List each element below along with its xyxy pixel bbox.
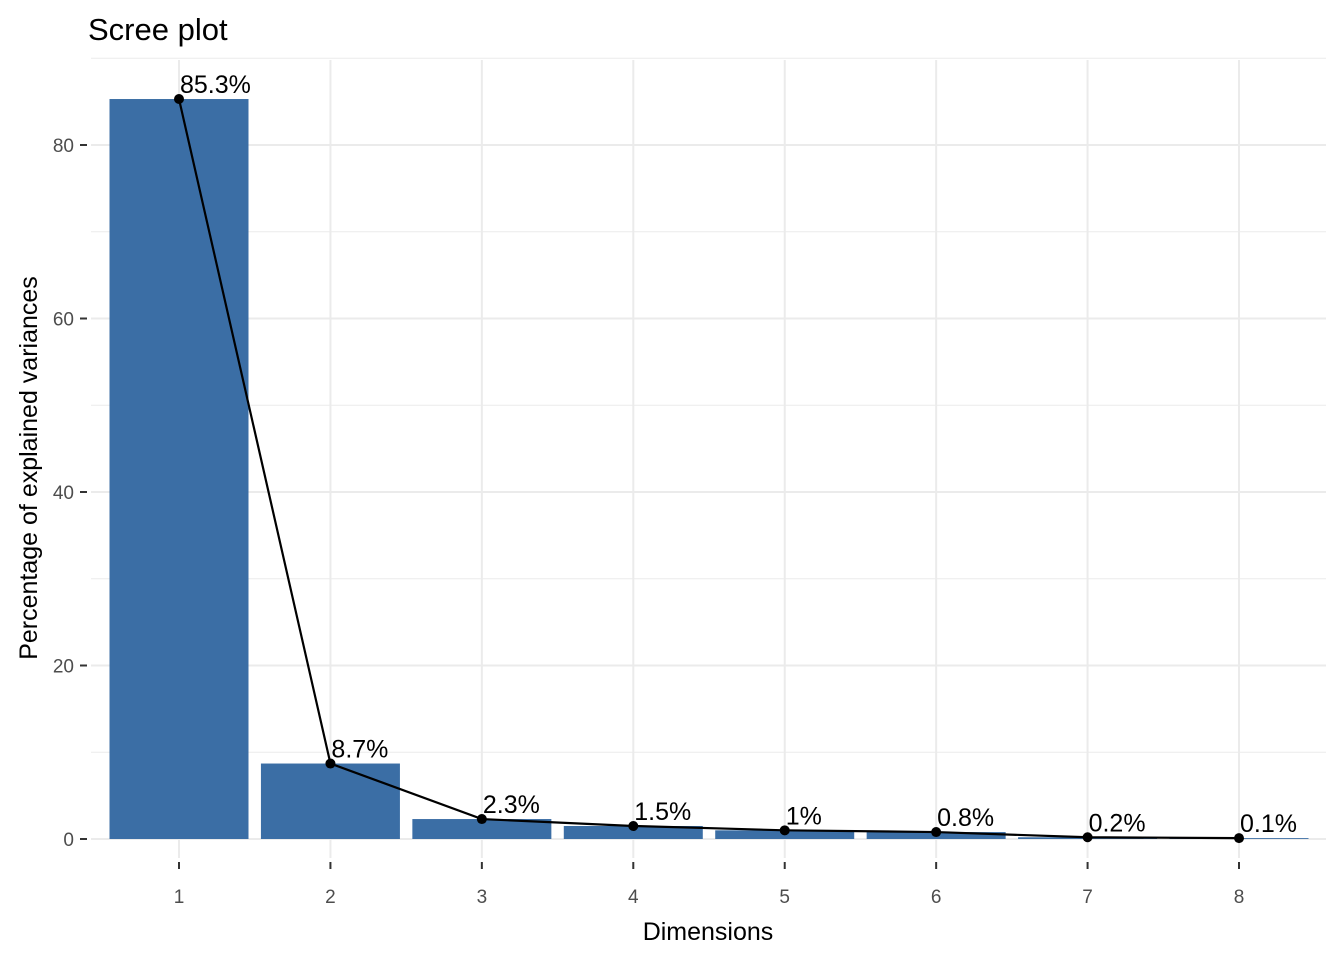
variance-point-2 <box>325 758 336 769</box>
x-tick-label: 2 <box>325 887 336 908</box>
x-tick-label: 1 <box>174 887 185 908</box>
variance-point-8 <box>1234 833 1245 844</box>
variance-point-5 <box>779 825 790 836</box>
chart-title: Scree plot <box>88 12 228 47</box>
variance-point-6 <box>931 827 942 838</box>
x-tick-label: 4 <box>628 887 639 908</box>
bar-dim-3 <box>412 819 552 839</box>
grid-lines <box>91 57 1326 858</box>
variance-point-1 <box>174 94 184 105</box>
y-tick-label: 20 <box>53 657 74 678</box>
x-tick-label: 3 <box>477 887 488 908</box>
x-tick-label: 7 <box>1082 887 1093 908</box>
variance-point-7 <box>1082 832 1093 843</box>
data-label-7: 0.2% <box>1089 809 1146 837</box>
y-tick-label: 0 <box>63 830 74 851</box>
variance-point-4 <box>628 820 639 831</box>
x-tick-label: 8 <box>1234 887 1245 908</box>
x-axis-title: Dimensions <box>643 918 774 946</box>
variance-polyline <box>177 98 1240 840</box>
bars <box>109 99 1309 839</box>
data-label-5: 1% <box>786 802 822 830</box>
y-axis: 0 20 40 60 80 <box>53 136 87 851</box>
variance-point-3 <box>476 814 487 825</box>
bar-dim-4 <box>563 825 703 839</box>
data-label-2: 8.7% <box>331 736 388 764</box>
data-label-4: 1.5% <box>634 798 691 826</box>
data-labels: 85.3% 8.7% 2.3% 1.5% 1% 0.8% 0.2% 0.1% <box>180 71 1297 838</box>
data-label-8: 0.1% <box>1240 810 1297 838</box>
data-label-6: 0.8% <box>937 804 994 832</box>
y-tick-label: 60 <box>53 310 74 331</box>
x-tick-label: 5 <box>779 887 790 908</box>
y-tick-label: 40 <box>53 483 74 504</box>
x-axis: 1 2 3 4 5 6 7 8 <box>174 862 1245 908</box>
bar-dim-2 <box>260 763 400 839</box>
data-label-1: 85.3% <box>180 71 251 99</box>
y-axis-title: Percentage of explained variances <box>15 276 43 660</box>
x-tick-label: 6 <box>931 887 942 908</box>
y-tick-label: 80 <box>53 136 74 157</box>
variance-line <box>174 94 1245 844</box>
bar-dim-1 <box>109 99 249 839</box>
data-label-3: 2.3% <box>483 791 540 819</box>
